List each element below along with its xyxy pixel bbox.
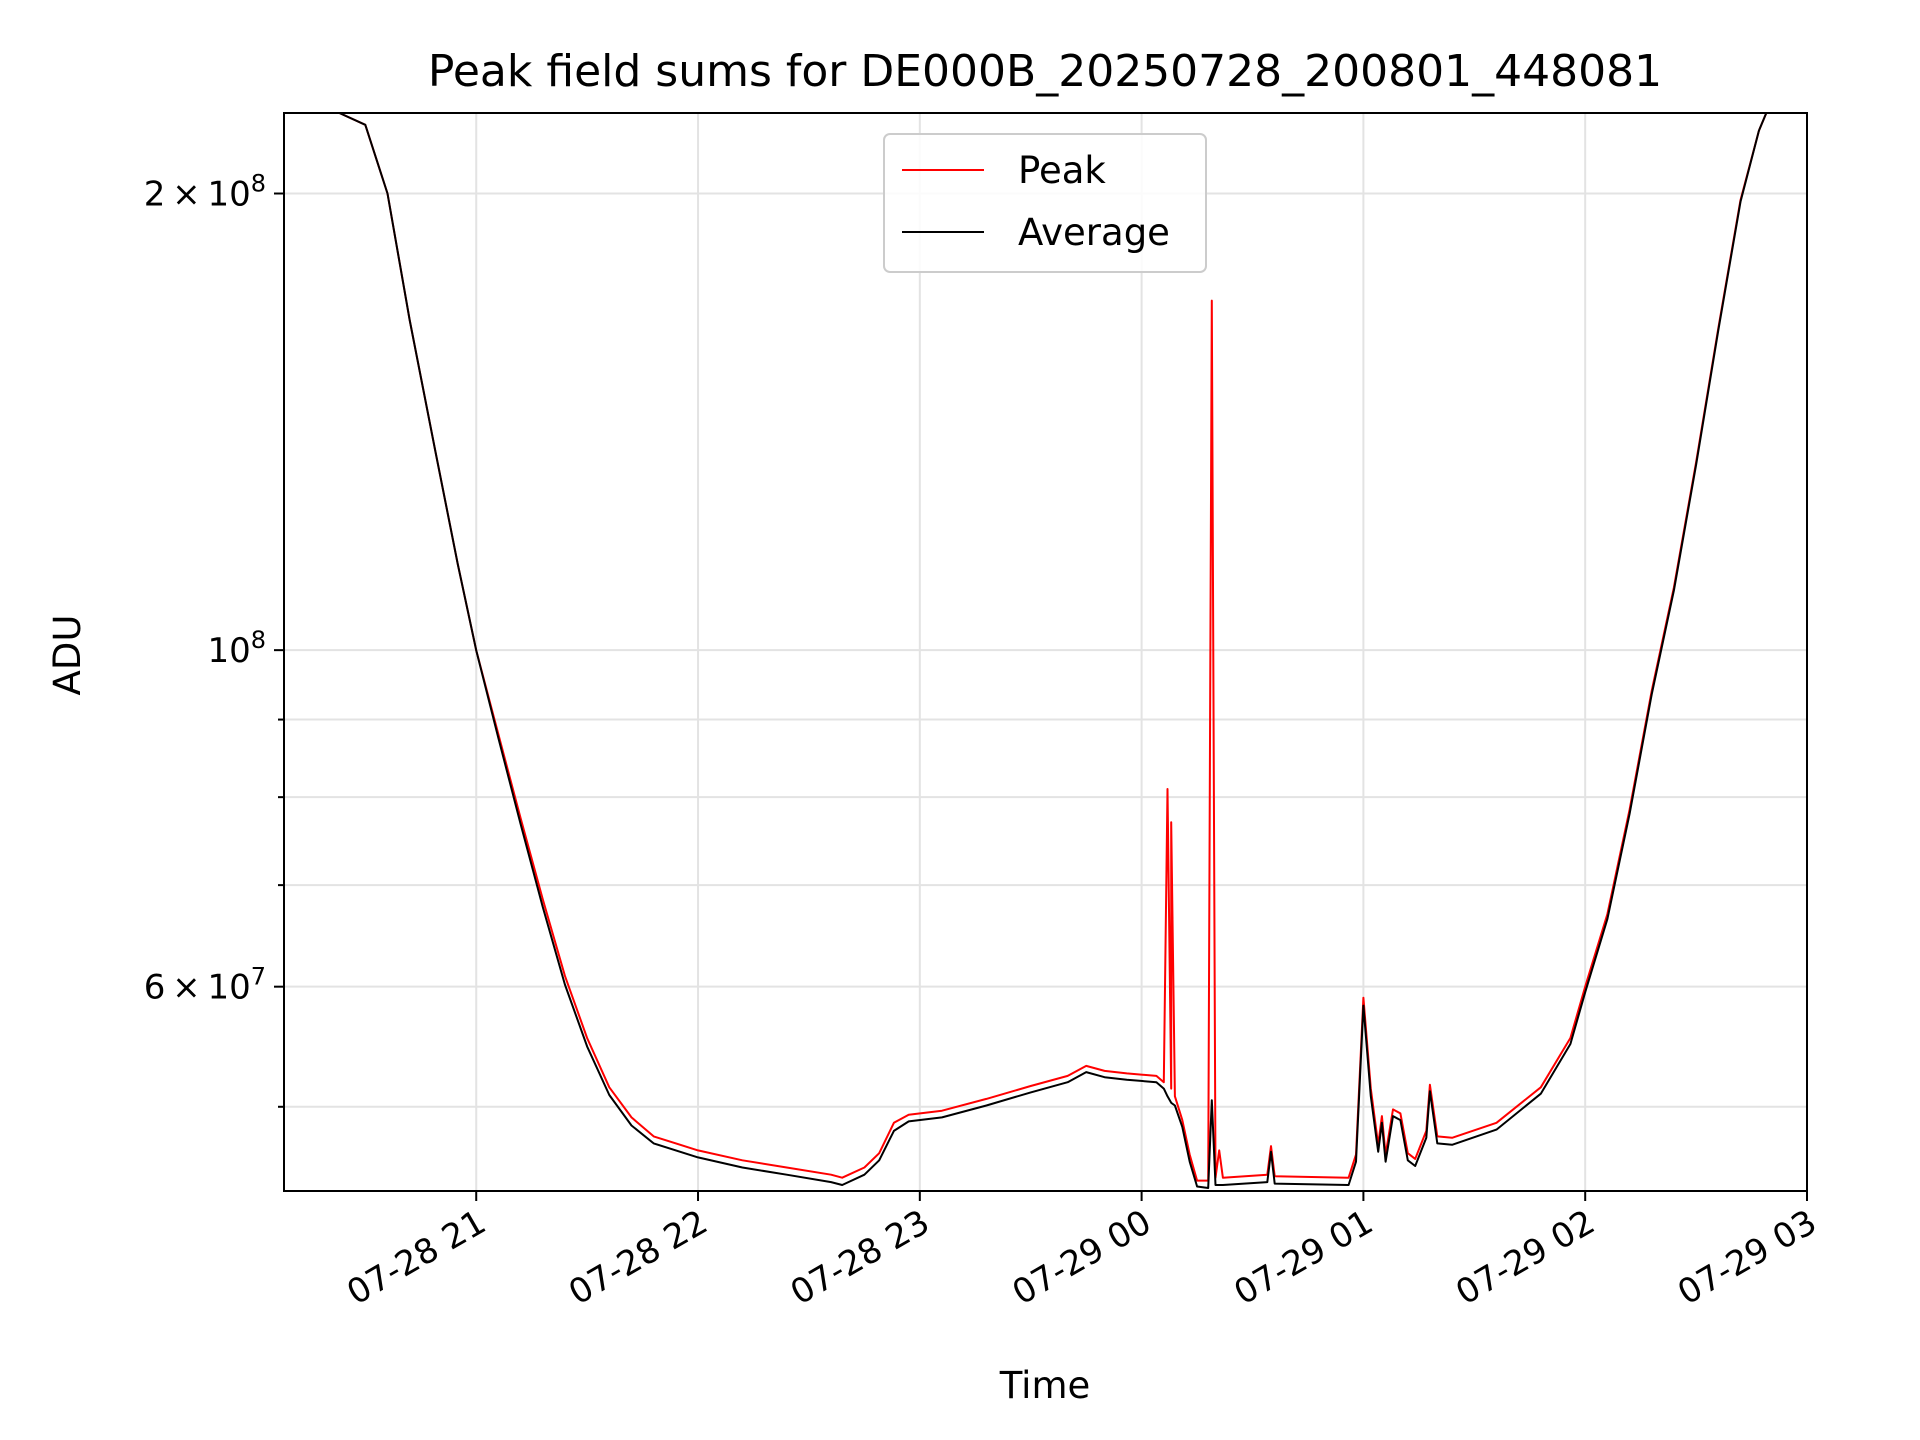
y-tick-label: 2 × 108: [144, 170, 266, 215]
chart-title: Peak field sums for DE000B_20250728_2008…: [428, 46, 1662, 97]
series-line-peak: [284, 112, 1768, 1182]
series-line-average: [284, 112, 1768, 1189]
y-tick-label: 6 × 107: [144, 963, 266, 1008]
y-tick-label: 108: [207, 626, 266, 671]
y-tick-base: 10: [207, 631, 250, 671]
y-tick-base: 6 × 10: [144, 968, 251, 1008]
plot-frame: [283, 112, 1808, 1192]
legend-label-peak: Peak: [1018, 149, 1106, 192]
y-tick-base: 2 × 10: [144, 175, 251, 215]
x-axis-label: Time: [999, 1364, 1091, 1407]
y-axis-label: ADU: [46, 615, 89, 696]
plot-series: [284, 112, 1768, 1189]
y-tick-exponent: 8: [251, 626, 266, 654]
legend: Peak Average: [883, 133, 1207, 273]
legend-box: [883, 133, 1207, 273]
legend-label-average: Average: [1018, 211, 1170, 254]
y-tick-exponent: 8: [251, 170, 266, 198]
y-tick-exponent: 7: [251, 963, 266, 991]
